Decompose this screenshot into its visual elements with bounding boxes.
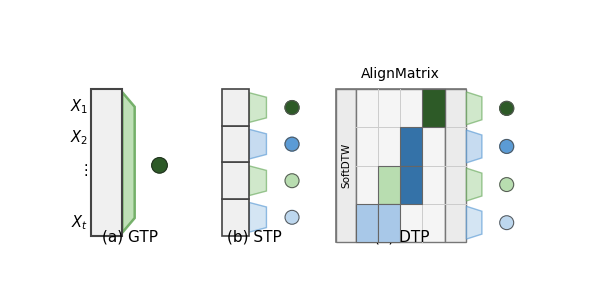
Text: $\vdots$: $\vdots$: [78, 162, 88, 178]
Bar: [356, 204, 378, 242]
Circle shape: [500, 140, 514, 153]
Circle shape: [285, 137, 299, 151]
Circle shape: [285, 174, 299, 188]
Bar: [336, 89, 356, 242]
Text: $X_t$: $X_t$: [71, 213, 88, 232]
Text: (a) GTP: (a) GTP: [102, 230, 158, 245]
Text: $X_1$: $X_1$: [70, 98, 88, 116]
Polygon shape: [466, 130, 482, 163]
Bar: [445, 89, 466, 242]
Bar: [378, 166, 400, 204]
Circle shape: [151, 158, 168, 173]
Polygon shape: [466, 206, 482, 239]
Bar: [222, 126, 249, 162]
Text: AlignMatrix: AlignMatrix: [361, 67, 440, 81]
Bar: [222, 199, 249, 235]
Circle shape: [285, 101, 299, 114]
Bar: [222, 89, 249, 126]
Circle shape: [500, 216, 514, 230]
Polygon shape: [249, 93, 267, 122]
Polygon shape: [249, 129, 267, 159]
Circle shape: [285, 210, 299, 224]
Bar: [356, 89, 445, 242]
Polygon shape: [466, 168, 482, 201]
Circle shape: [500, 178, 514, 191]
Polygon shape: [249, 166, 267, 195]
Bar: [400, 166, 422, 204]
Polygon shape: [122, 92, 135, 233]
Text: (c) DTP: (c) DTP: [374, 230, 429, 245]
Bar: [378, 204, 400, 242]
Polygon shape: [466, 92, 482, 125]
Text: $X_2$: $X_2$: [70, 128, 88, 147]
Circle shape: [500, 102, 514, 115]
Bar: [422, 89, 445, 127]
Bar: [400, 127, 422, 166]
Text: SoftDTW: SoftDTW: [341, 143, 351, 188]
Polygon shape: [249, 202, 267, 232]
Bar: [222, 162, 249, 199]
Bar: [91, 89, 122, 235]
Bar: [336, 89, 466, 242]
Text: (b) STP: (b) STP: [228, 230, 282, 245]
